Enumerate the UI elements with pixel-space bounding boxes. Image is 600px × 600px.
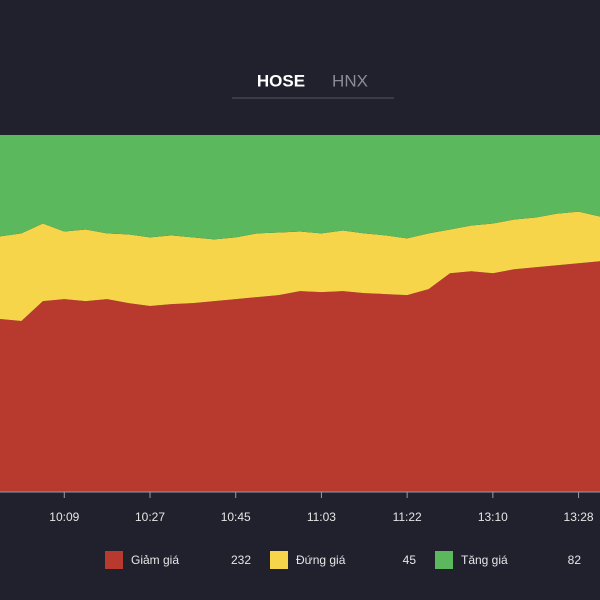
legend-swatch [270,551,288,569]
legend-label: Tăng giá [461,553,508,567]
legend-label: Đứng giá [296,553,346,567]
x-tick-label: 10:27 [135,510,165,524]
x-tick-label: 10:09 [49,510,79,524]
legend-swatch [105,551,123,569]
legend-swatch [435,551,453,569]
area [0,135,600,240]
x-tick-label: 13:10 [478,510,508,524]
legend-value: 82 [568,553,582,567]
tab-active[interactable]: HOSE [257,71,305,90]
legend-value: 45 [403,553,417,567]
x-tick-label: 11:22 [393,510,422,524]
x-tick-label: 11:03 [307,510,336,524]
area [0,211,600,321]
x-tick-label: 13:28 [564,510,594,524]
tab[interactable]: HNX [332,71,368,90]
x-tick-label: 10:45 [221,510,251,524]
area [0,261,600,492]
legend-value: 232 [231,553,251,567]
legend-label: Giảm giá [131,553,179,567]
